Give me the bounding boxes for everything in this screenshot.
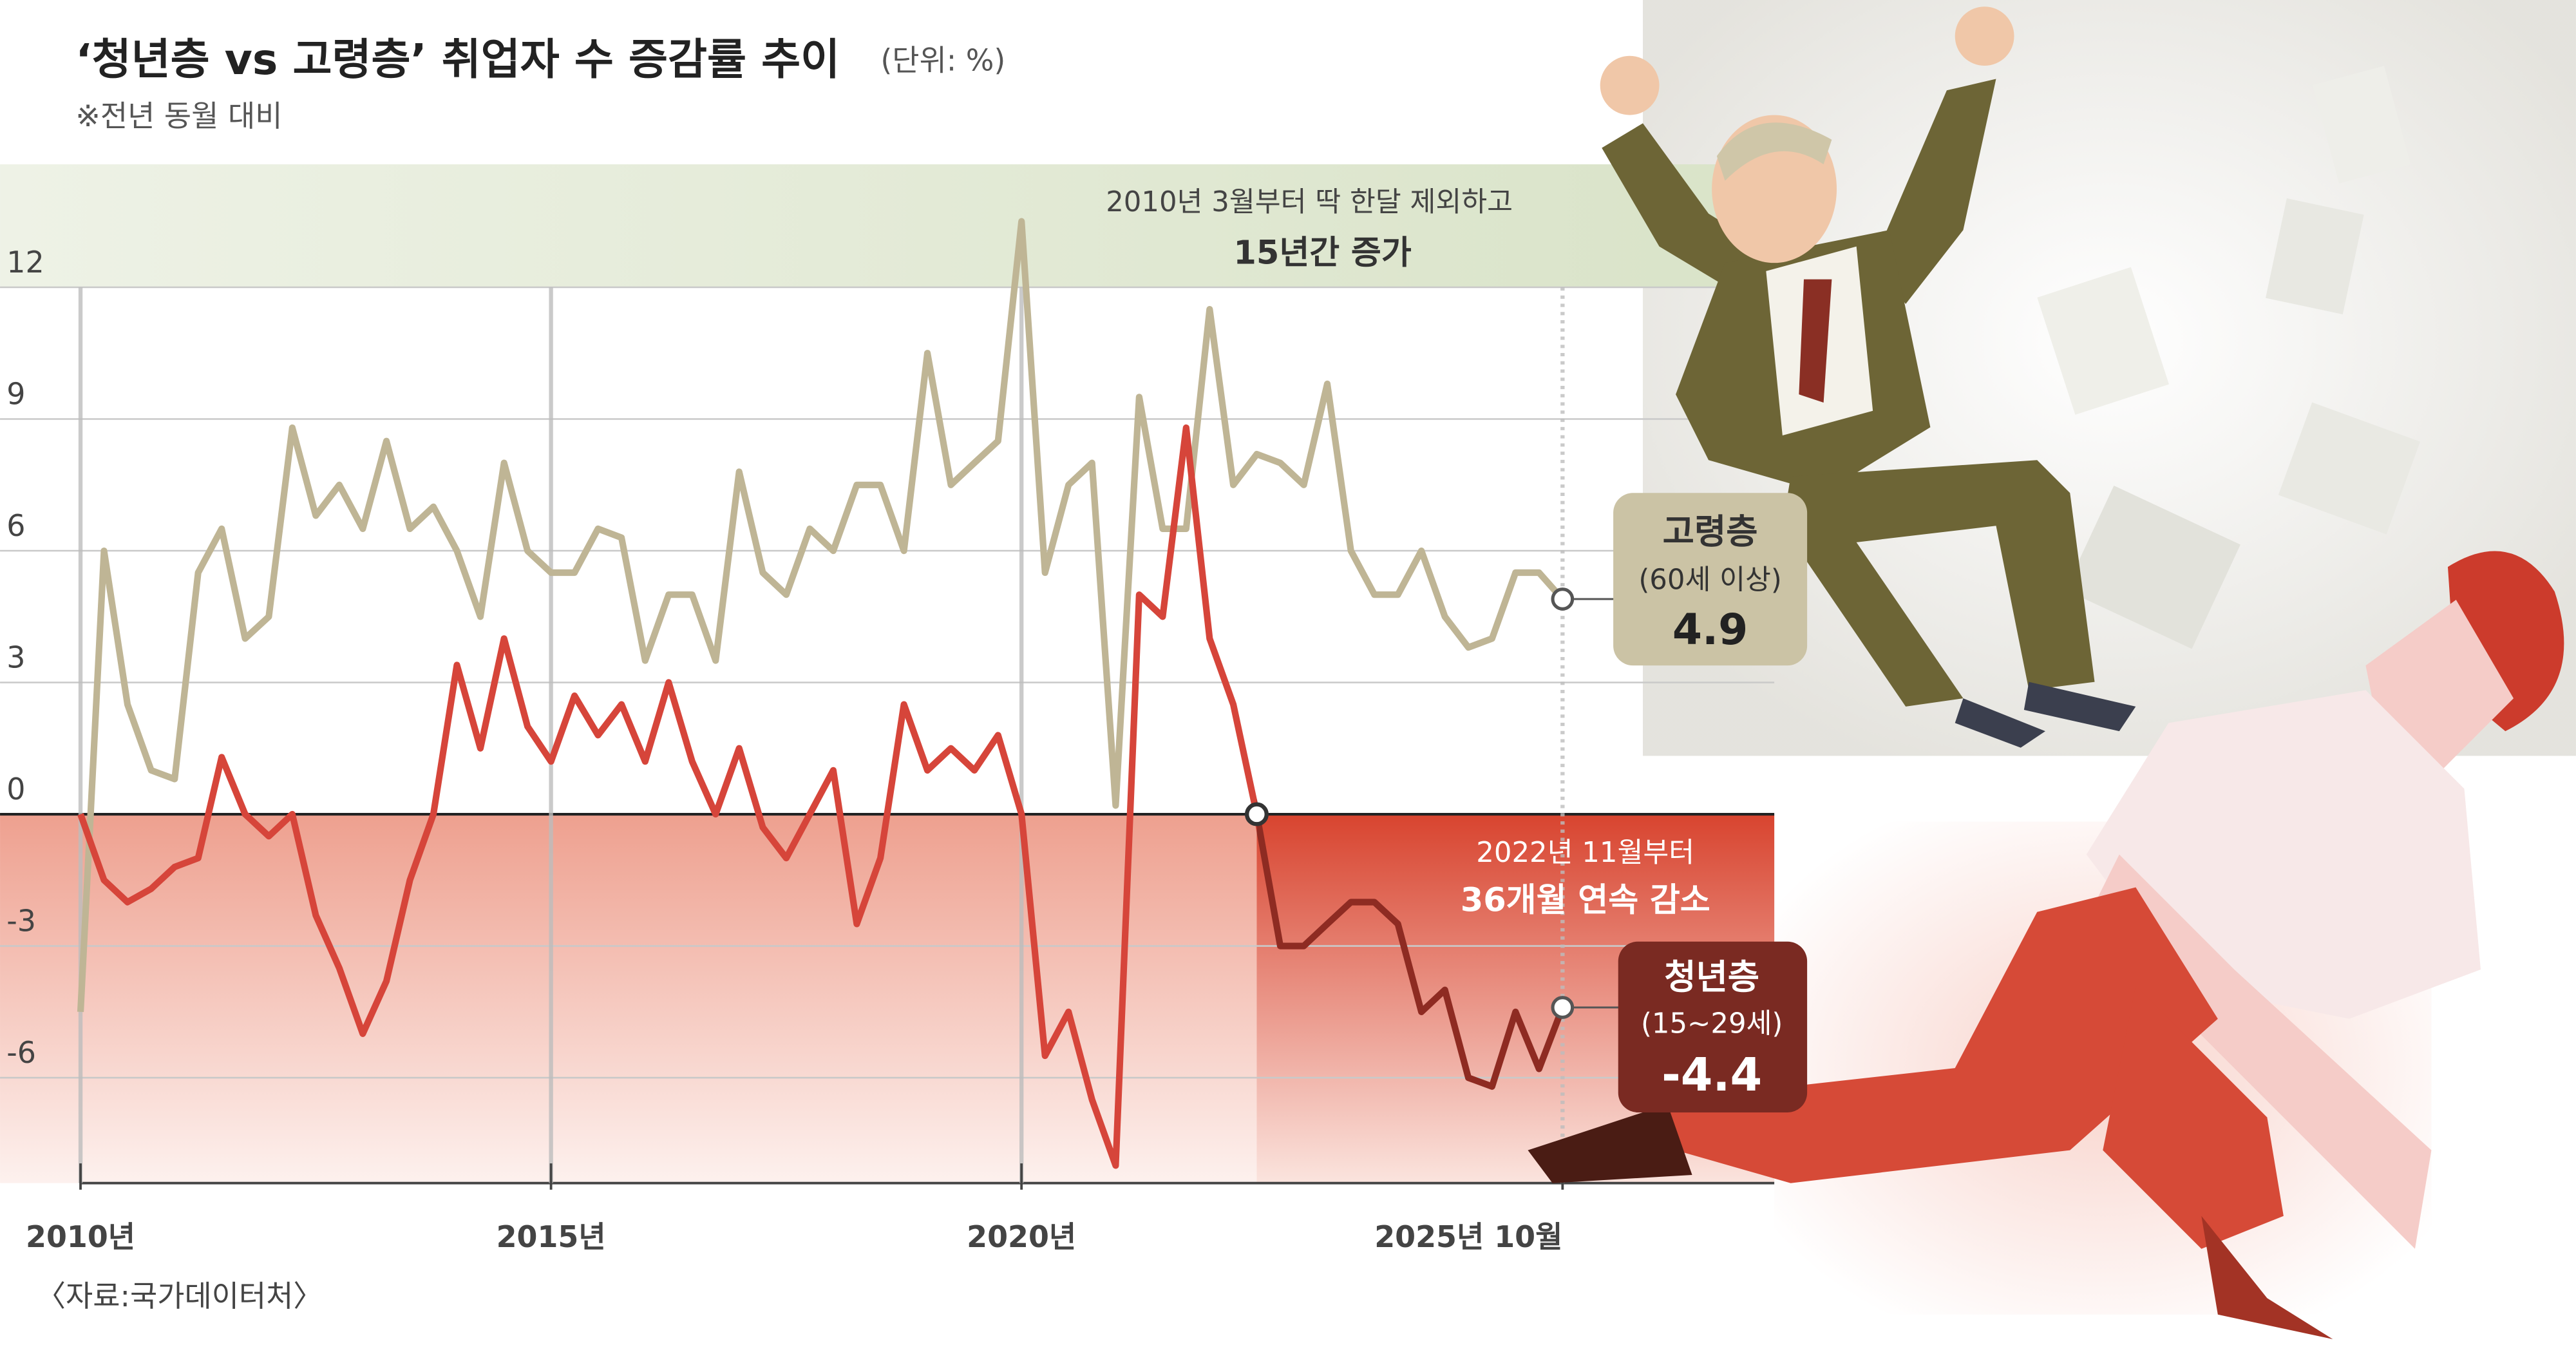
- callout: 고령층 (60세 이상) 4.9: [1613, 493, 1808, 666]
- y-tick-label: 9: [6, 376, 25, 411]
- chart-title: ‘청년층 vs 고령층’ 취업자 수 증감률 추이: [75, 34, 840, 84]
- illustration: [1600, 6, 2421, 748]
- series-line: [77, 424, 1566, 1169]
- annotation: 2010년 3월부터 딱 한달 제외하고: [1106, 186, 1513, 218]
- callout: 청년층 (15~29세) -4.4: [1618, 941, 1808, 1113]
- x-tick-label: 2025년 10월: [1374, 1219, 1562, 1254]
- y-tick-label: 12: [6, 245, 44, 280]
- y-tick-label: 0: [6, 772, 25, 806]
- end-marker: [1551, 996, 1575, 1019]
- grid: 12 9 6 3 0 -3 -6 2010년 2015년 2020년 2025년 10월: [0, 245, 1775, 1254]
- turn-marker: [1244, 802, 1269, 826]
- unit: (단위: %): [880, 43, 1005, 77]
- x-tick-label: 2020년: [967, 1219, 1076, 1254]
- series-line: [77, 218, 1566, 1013]
- source: 〈자료:국가데이터처〉: [36, 1279, 323, 1313]
- callout-box: [1618, 941, 1808, 1113]
- callout-box: [1613, 493, 1808, 666]
- annotation: 15년간 증가: [1233, 234, 1411, 272]
- x-tick-label: 2010년: [26, 1219, 135, 1254]
- illustration: [1528, 551, 2564, 1340]
- band: [0, 164, 1775, 287]
- lines: [77, 218, 1620, 1169]
- y-tick-label: -3: [6, 903, 36, 938]
- annotation: 36개월 연속 감소: [1461, 881, 1710, 919]
- annotation: 2022년 11월부터: [1476, 837, 1694, 869]
- zones: [0, 164, 1775, 1183]
- y-tick-label: -6: [6, 1035, 36, 1070]
- y-tick-label: 3: [6, 640, 25, 674]
- value-label: -4.4: [1662, 1048, 1762, 1101]
- subtitle: ※전년 동월 대비: [75, 99, 282, 133]
- y-tick-label: 6: [6, 508, 25, 543]
- legend-label: 청년층: [1664, 957, 1759, 997]
- x-tick-label: 2015년: [497, 1219, 606, 1254]
- legend-sublabel: (15~29세): [1641, 1007, 1783, 1040]
- legend-label: 고령층: [1663, 511, 1758, 552]
- end-marker: [1551, 587, 1575, 611]
- value-label: 4.9: [1672, 604, 1748, 654]
- legend-sublabel: (60세 이상): [1638, 564, 1781, 596]
